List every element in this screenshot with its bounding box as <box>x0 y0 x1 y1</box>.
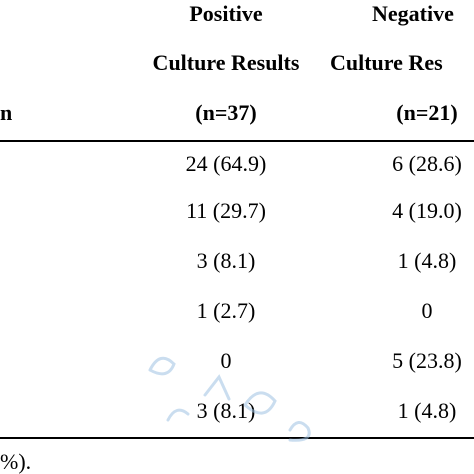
positive-cell: 3 (8.1) <box>196 248 256 273</box>
positive-cell: 24 (64.9) <box>185 151 267 176</box>
footnote-fragment: %). <box>0 449 32 474</box>
negative-header: Negative <box>372 1 454 26</box>
negative-cell: 5 (23.8) <box>392 348 462 373</box>
negative-cell: 6 (28.6) <box>392 151 462 176</box>
positive-subheader: Culture Results <box>152 50 300 75</box>
negative-cell: 1 (4.8) <box>397 398 457 423</box>
negative-count-header: (n=21) <box>396 100 458 125</box>
positive-count-header: (n=37) <box>195 100 257 125</box>
positive-cell: 3 (8.1) <box>196 398 256 423</box>
negative-cell: 4 (19.0) <box>392 198 462 223</box>
row-label-header-fragment: n <box>0 100 13 125</box>
positive-cell: 11 (29.7) <box>186 198 266 223</box>
positive-cell: 1 (2.7) <box>196 298 256 323</box>
positive-cell: 0 <box>220 348 232 373</box>
header-rule <box>0 140 474 142</box>
negative-cell: 1 (4.8) <box>397 248 457 273</box>
negative-cell: 0 <box>421 298 433 323</box>
table-bottom-rule <box>0 437 474 439</box>
positive-header: Positive <box>189 1 263 26</box>
negative-subheader: Culture Res <box>330 50 443 75</box>
